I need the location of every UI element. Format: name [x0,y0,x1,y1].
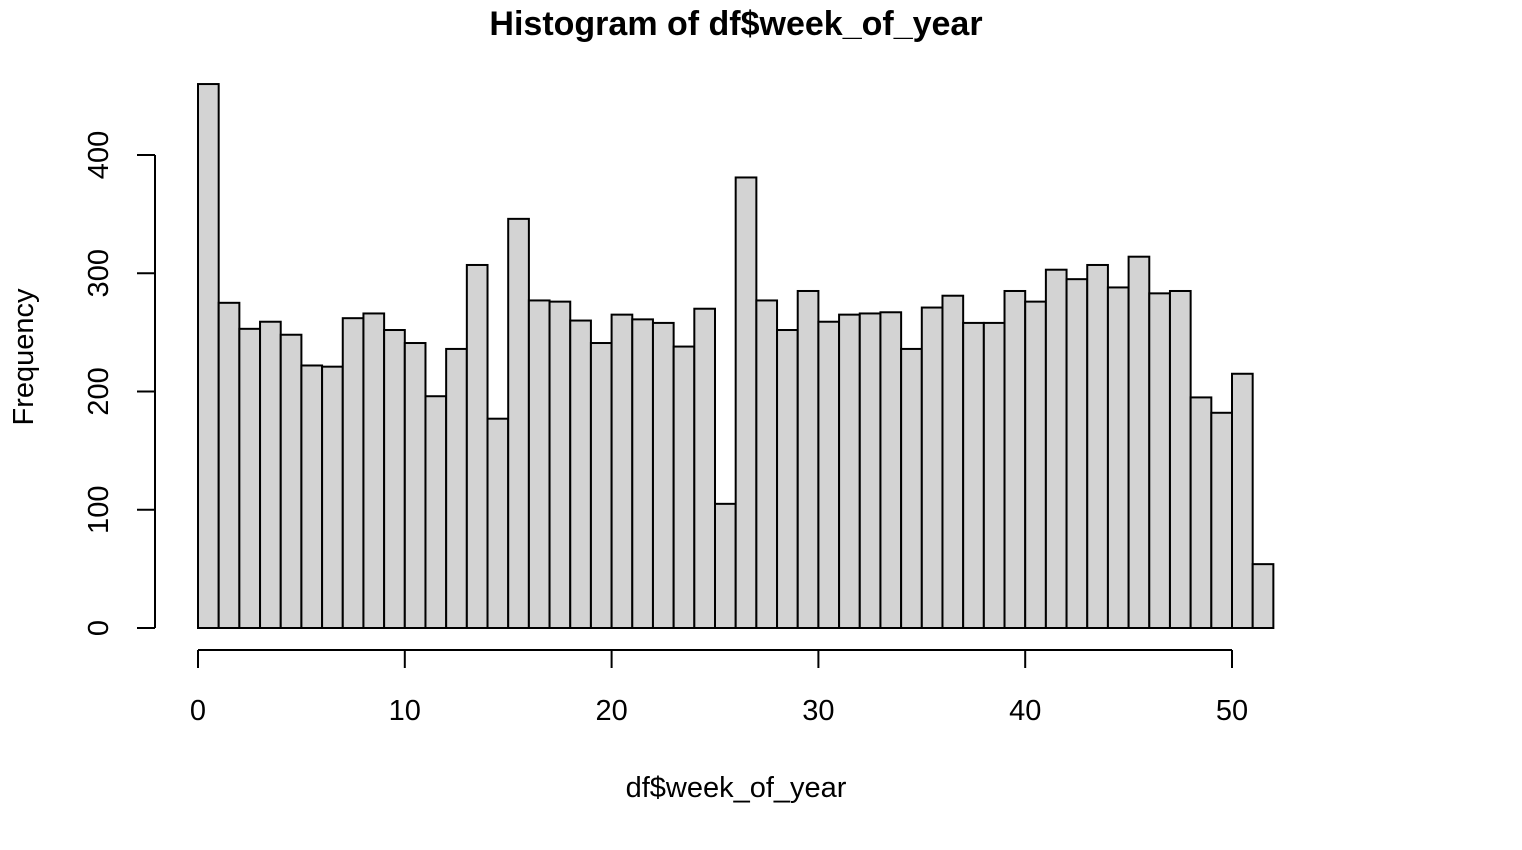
histogram-bar-13 [465,263,489,629]
histogram-bar-0 [197,83,220,630]
histogram-bar-46 [1148,292,1171,629]
histogram-bar-6 [321,365,344,629]
histogram-bar-8 [362,312,386,629]
histogram-bar-37 [962,321,985,629]
histogram-bar-48 [1189,396,1213,629]
histogram-bar-21 [631,318,654,629]
histogram-bar-34 [900,347,923,629]
y-tick-label-300: 300 [83,249,115,297]
histogram-bar-11 [424,395,448,630]
x-tick-label-10: 10 [389,695,421,727]
histogram-bar-25 [714,502,737,629]
histogram-bar-4 [279,333,303,629]
histogram-bar-20 [610,313,634,629]
histogram-bar-15 [507,217,530,629]
histogram-bar-19 [589,342,613,629]
histogram-bar-2 [238,327,262,629]
histogram-bar-39 [1003,289,1027,629]
histogram-bar-44 [1106,286,1130,629]
x-tick-label-0: 0 [190,695,206,727]
histogram-bar-17 [548,300,572,629]
y-axis-label: Frequency [8,288,40,426]
histogram-bar-24 [693,307,717,629]
histogram-bar-31 [838,313,861,629]
x-axis-label: df$week_of_year [626,772,847,804]
bars-group [197,83,1275,630]
x-axis: 0 10 20 30 40 50 [190,649,1248,727]
histogram-bar-7 [341,317,365,629]
histogram-bar-5 [300,364,324,629]
y-tick-label-400: 400 [83,131,115,179]
histogram-bar-29 [796,289,820,629]
x-tick-label-50: 50 [1216,695,1248,727]
histogram-bar-10 [403,342,427,629]
histogram-bar-9 [383,329,406,629]
y-tick-label-200: 200 [83,367,115,415]
histogram-bar-51 [1251,563,1275,630]
histogram-bar-16 [527,299,551,629]
histogram-bar-30 [817,320,841,629]
histogram-bar-38 [982,321,1006,629]
histogram-bar-49 [1210,411,1233,629]
x-tick-label-40: 40 [1009,695,1041,727]
histogram-bar-35 [920,306,944,629]
histogram-bar-40 [1024,300,1047,629]
histogram-bar-50 [1231,372,1254,630]
histogram-bar-41 [1044,268,1068,629]
histogram-bar-42 [1065,278,1089,629]
histogram-bar-3 [259,320,282,629]
histogram-bar-23 [672,345,696,629]
histogram-bar-36 [941,294,965,629]
y-tick-label-100: 100 [83,486,115,534]
x-tick-label-30: 30 [802,695,834,727]
histogram-bar-43 [1086,263,1109,629]
histogram-bar-27 [755,299,779,629]
histogram-bar-32 [858,312,882,629]
histogram-bar-28 [776,329,799,629]
histogram-bar-45 [1127,255,1151,629]
histogram-bar-18 [569,319,592,629]
y-axis: 0 100 200 300 400 [83,131,156,636]
histogram-bar-33 [879,311,903,629]
histogram-bar-14 [486,417,510,630]
chart-title: Histogram of df$week_of_year [489,5,982,43]
x-tick-label-20: 20 [595,695,627,727]
histogram-bar-12 [445,347,468,629]
histogram-bar-1 [217,301,241,629]
histogram-bar-22 [651,321,675,629]
histogram-bar-26 [734,176,758,629]
y-tick-label-0: 0 [83,620,115,636]
histogram-bar-47 [1168,289,1192,629]
